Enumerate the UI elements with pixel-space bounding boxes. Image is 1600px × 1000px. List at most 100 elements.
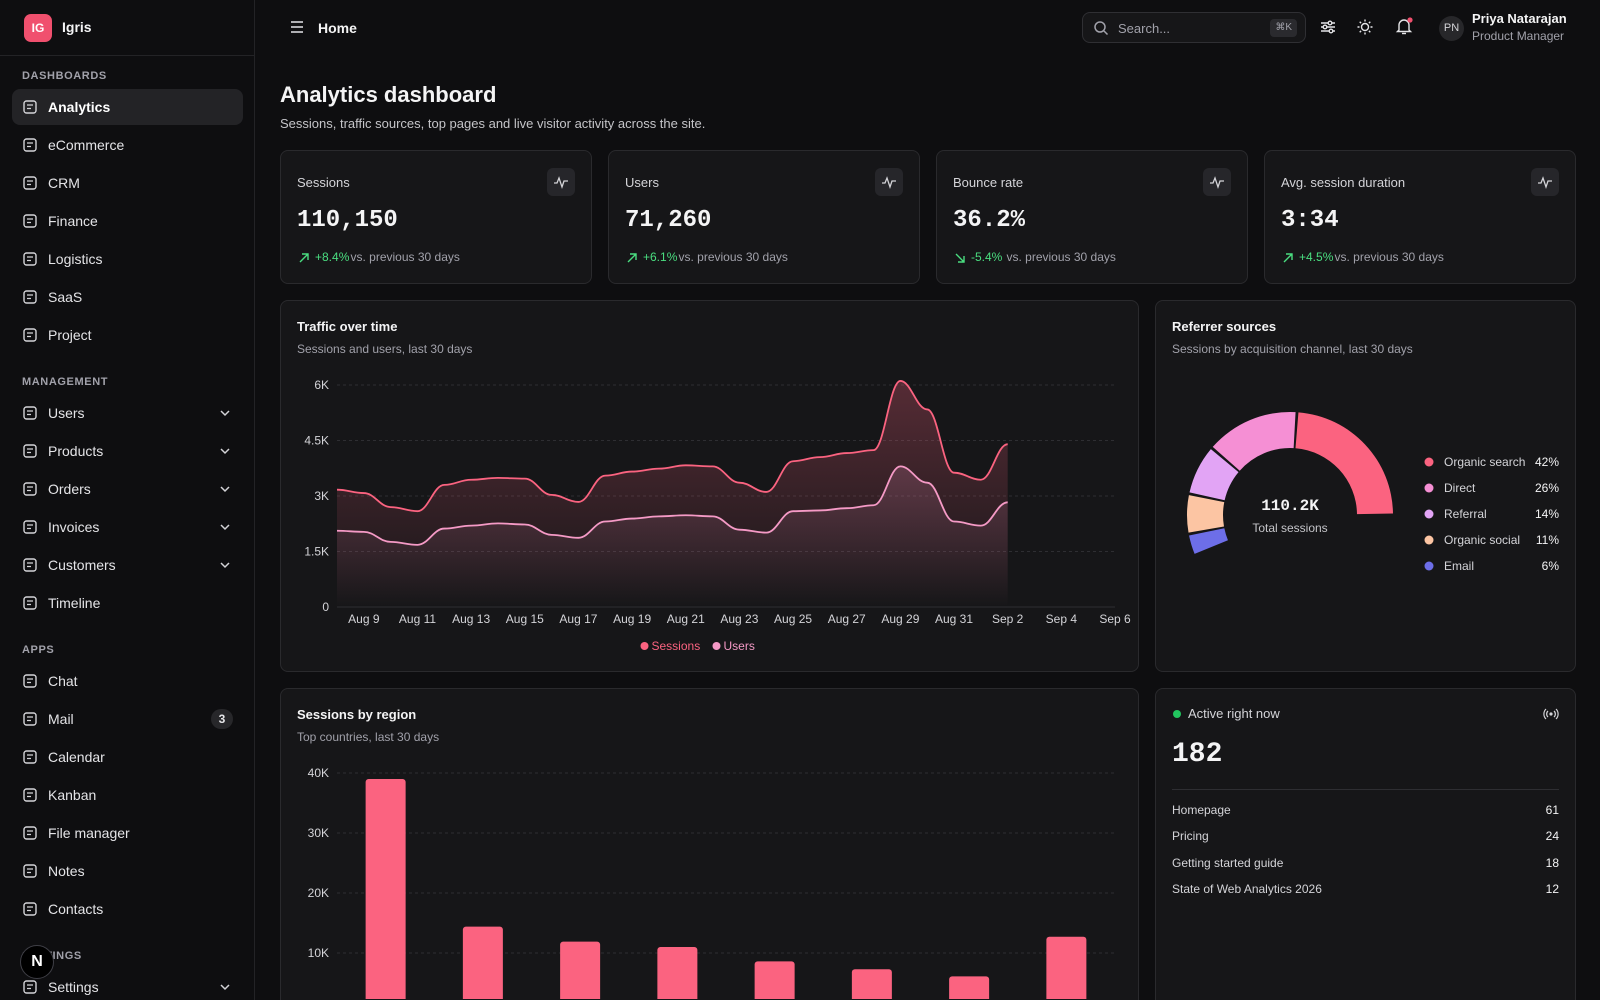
legend-value: 6% xyxy=(1542,559,1560,573)
x-tick-label: Aug 15 xyxy=(506,612,544,626)
nav-icon xyxy=(23,328,37,342)
legend-value: 14% xyxy=(1535,507,1559,521)
chevron-shape xyxy=(220,562,230,569)
nav-item[interactable]: Products xyxy=(12,433,243,469)
nav-item[interactable]: Notes xyxy=(12,853,243,889)
nav-icon xyxy=(23,712,37,726)
nav-item[interactable]: Users xyxy=(12,395,243,431)
nav-item[interactable]: CRM xyxy=(12,165,243,201)
nav-badge: 3 xyxy=(211,709,233,729)
x-tick-label: Sep 6 xyxy=(1099,612,1131,626)
nav-icon-detail xyxy=(27,906,33,912)
nav-item[interactable]: Invoices xyxy=(12,509,243,545)
kpi-icon xyxy=(547,168,575,196)
nav-item[interactable]: Logistics xyxy=(12,241,243,277)
search-icon xyxy=(1094,21,1109,36)
nav-icon-detail xyxy=(27,562,33,568)
nav-item[interactable]: Orders xyxy=(12,471,243,507)
trend-arrow xyxy=(299,253,309,263)
kpi-card: Avg. session duration 3:34 +4.5% vs. previo… xyxy=(1264,150,1576,284)
page-name: Pricing xyxy=(1172,829,1209,844)
nav-icon-detail xyxy=(27,754,33,760)
nav-item[interactable]: Mail 3 xyxy=(12,701,243,737)
divider xyxy=(1172,789,1559,790)
trend-arrow xyxy=(955,253,965,263)
nav-icon-detail xyxy=(27,180,33,186)
menu-button[interactable] xyxy=(288,18,306,36)
kpi-icon-path xyxy=(882,176,896,190)
nav-item[interactable]: Customers xyxy=(12,547,243,583)
x-tick-label: Aug 25 xyxy=(774,612,812,626)
x-tick-label: Sep 4 xyxy=(1046,612,1078,626)
nav-label: Analytics xyxy=(48,99,111,115)
nav-icon-detail xyxy=(27,792,33,798)
nav-icon-shape xyxy=(23,138,37,152)
kpi-icon-path xyxy=(554,176,568,190)
nav-item[interactable]: Contacts xyxy=(12,891,243,927)
nav-icon xyxy=(23,252,37,266)
legend-dot xyxy=(1424,561,1434,571)
kpi-change: -5.4% xyxy=(971,250,1003,264)
nav-item[interactable]: Chat xyxy=(12,663,243,699)
kpi-card: Bounce rate 36.2% -5.4% vs. previous 30 day… xyxy=(936,150,1248,284)
theme-button[interactable] xyxy=(1356,18,1374,36)
x-tick-label: Aug 17 xyxy=(559,612,597,626)
nav-icon xyxy=(23,674,37,688)
nav-icon-shape xyxy=(23,100,37,114)
nav-icon-shape xyxy=(23,214,37,228)
page-name: State of Web Analytics 2026 xyxy=(1172,881,1322,896)
legend-dot xyxy=(640,642,649,650)
nav-icon-detail xyxy=(27,448,33,454)
area xyxy=(337,466,1008,607)
nav-item[interactable]: Project xyxy=(12,317,243,353)
nav-label: SaaS xyxy=(48,289,83,305)
nav-item[interactable]: eCommerce xyxy=(12,127,243,163)
nav-label: Logistics xyxy=(48,251,103,267)
chevron xyxy=(220,524,230,531)
y-tick-label: 1.5K xyxy=(304,545,329,559)
filter-button[interactable] xyxy=(1319,18,1337,36)
chevron xyxy=(220,410,230,417)
y-tick-label: 0 xyxy=(322,600,329,614)
nav-item[interactable]: Analytics xyxy=(12,89,243,125)
search-box[interactable]: Search... ⌘K xyxy=(1082,12,1306,43)
dev-indicator[interactable]: N xyxy=(20,945,54,979)
live-icon-waves xyxy=(1543,708,1559,720)
nav-label: Chat xyxy=(48,673,78,689)
nav-icon-shape xyxy=(23,290,37,304)
kpi-value: 110,150 xyxy=(297,207,398,234)
kpi-icon xyxy=(875,168,903,196)
nav-icon-detail xyxy=(27,716,33,722)
chart-title: Traffic over time xyxy=(297,319,398,334)
nav-icon-shape xyxy=(23,520,37,534)
user-avatar[interactable]: PN xyxy=(1439,16,1464,41)
page-name: Getting started guide xyxy=(1172,855,1284,870)
nav-item[interactable]: Calendar xyxy=(12,739,243,775)
brand-logo[interactable]: IG xyxy=(24,14,52,42)
nav-icon-shape xyxy=(23,176,37,190)
chevron-shape xyxy=(220,486,230,493)
nav-item[interactable]: SaaS xyxy=(12,279,243,315)
nav-section-label: MANAGEMENT xyxy=(22,376,109,388)
nav-item[interactable]: Kanban xyxy=(12,777,243,813)
legend-dot xyxy=(1424,457,1434,467)
legend-label: Sessions xyxy=(652,639,701,653)
nav-item[interactable]: Settings xyxy=(12,969,243,1000)
nav-item[interactable]: File manager xyxy=(12,815,243,851)
nav-icon-detail xyxy=(27,142,33,148)
page-name: Homepage xyxy=(1172,803,1231,817)
chart: 0 1.5K 3K 4.5K 6K Aug 9 Aug 11 Aug 13 Aug 15 Aug … xyxy=(304,378,1131,653)
nav-icon-detail xyxy=(27,218,33,224)
chevron-shape xyxy=(220,984,230,991)
nav-item[interactable]: Finance xyxy=(12,203,243,239)
nav-label: Mail xyxy=(48,711,74,727)
bar xyxy=(949,976,990,999)
x-tick-label: Aug 13 xyxy=(452,612,490,626)
bar xyxy=(754,961,795,999)
nav-item[interactable]: Timeline xyxy=(12,585,243,621)
notifications-button[interactable] xyxy=(1394,16,1414,36)
nav-icon-shape xyxy=(23,444,37,458)
nav-label: Orders xyxy=(48,481,91,497)
kpi-label: Sessions xyxy=(297,175,350,190)
